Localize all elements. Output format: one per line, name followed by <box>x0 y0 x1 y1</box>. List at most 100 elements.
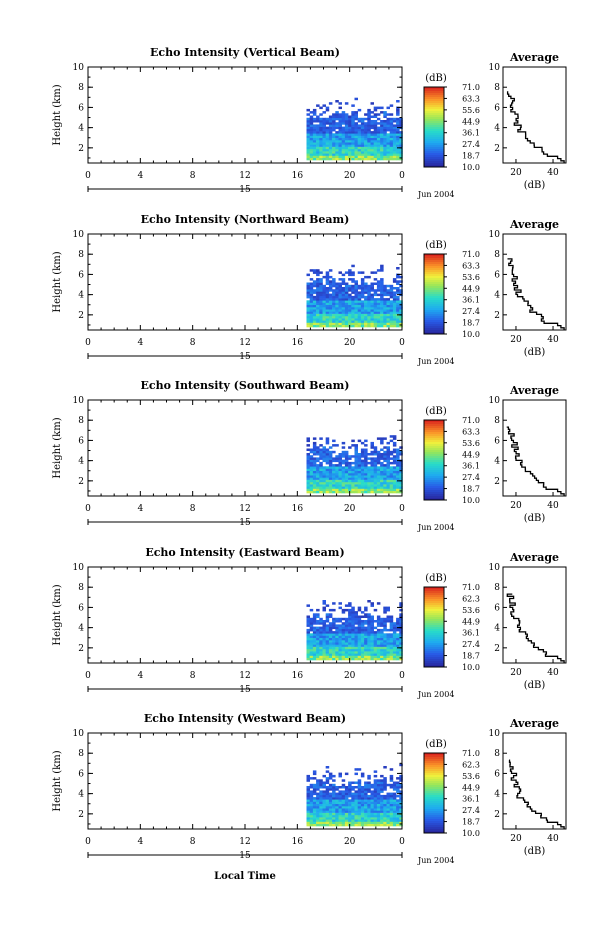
colorbar-swatch <box>424 135 444 138</box>
heatmap-cell <box>360 644 365 647</box>
heatmap-cell <box>389 140 394 143</box>
heatmap-cell <box>344 135 349 138</box>
heatmap-cell <box>376 146 381 150</box>
colorbar-label: 53.6 <box>462 439 480 448</box>
heatmap-cell <box>357 287 362 290</box>
heatmap-cell <box>332 284 336 288</box>
heatmap-cell <box>306 779 310 782</box>
heatmap-cell <box>370 289 374 292</box>
heatmap-cell <box>392 320 397 323</box>
profile-x-tick-label: 20 <box>510 668 522 678</box>
heatmap-cell <box>364 657 368 661</box>
heatmap-cell <box>380 144 384 147</box>
heatmap-cell <box>306 153 310 156</box>
heatmap-cell <box>316 631 320 634</box>
heatmap-cell <box>389 157 394 161</box>
heatmap-cell <box>380 437 384 440</box>
heatmap-cell <box>306 620 310 623</box>
colorbar-swatch <box>424 464 444 467</box>
heatmap-cell <box>376 781 381 784</box>
heatmap-cell <box>392 475 397 478</box>
heatmap-cell <box>386 655 390 658</box>
heatmap-cell <box>328 657 333 661</box>
heatmap-cell <box>354 322 358 325</box>
heatmap-cell <box>354 453 358 456</box>
heatmap-cell <box>309 651 314 654</box>
heatmap-cell <box>316 124 320 127</box>
heatmap-cell <box>341 823 346 827</box>
heatmap-cell <box>341 151 346 154</box>
heatmap-cell <box>364 315 368 319</box>
heatmap-cell <box>357 302 362 305</box>
heatmap-cell <box>338 320 342 323</box>
heatmap-cell <box>348 810 352 813</box>
heatmap-cell <box>316 453 320 456</box>
heatmap-cell <box>386 481 390 485</box>
heatmap-cell <box>344 307 349 310</box>
heatmap-cell <box>348 293 352 297</box>
colorbar-swatch <box>424 422 444 425</box>
heatmap-cell <box>376 642 381 645</box>
heatmap-cell <box>344 812 349 816</box>
heatmap-cell <box>399 821 403 824</box>
heatmap-cell <box>396 481 400 485</box>
heatmap-cell <box>383 617 387 621</box>
heatmap-cell <box>309 637 314 641</box>
heatmap-cell <box>306 788 310 791</box>
heatmap-cell <box>341 644 346 647</box>
heatmap-cell <box>306 120 310 123</box>
heatmap-cell <box>360 646 365 650</box>
heatmap-cell <box>316 810 320 813</box>
heatmap-cell <box>392 486 397 489</box>
heatmap-cell <box>360 315 365 319</box>
heatmap-cell <box>364 137 368 141</box>
heatmap-cell <box>319 309 323 312</box>
heatmap-cell <box>357 459 362 463</box>
heatmap-cell <box>373 803 378 807</box>
heatmap-cell <box>399 291 403 294</box>
heatmap-cell <box>360 155 365 158</box>
heatmap-cell <box>357 637 362 641</box>
heatmap-cell <box>351 803 355 807</box>
heatmap-cell <box>341 635 346 638</box>
heatmap-cell <box>335 148 339 152</box>
heatmap-cell <box>322 819 326 822</box>
heatmap-cell <box>344 651 349 654</box>
heatmap-cell <box>306 486 310 489</box>
heatmap-cell <box>383 794 387 798</box>
heatmap-cell <box>322 122 326 125</box>
heatmap-cell <box>338 151 342 154</box>
heatmap-cell <box>386 113 390 116</box>
heatmap-cell <box>389 768 394 771</box>
heatmap-cell <box>373 814 378 818</box>
heatmap-cell <box>341 479 346 483</box>
heatmap-cell <box>338 803 342 807</box>
heatmap-cell <box>309 799 314 802</box>
colorbar-frame <box>423 752 445 834</box>
heatmap-cell <box>325 794 330 798</box>
heatmap-cell <box>380 640 384 643</box>
heatmap-cell <box>325 271 330 274</box>
heatmap-cell <box>319 157 323 161</box>
heatmap-cell <box>376 817 381 820</box>
heatmap-cell <box>351 817 355 820</box>
heatmap-cell <box>325 817 330 820</box>
heatmap-cell <box>316 801 320 804</box>
heatmap-cell <box>392 137 397 141</box>
heatmap-cell <box>319 477 323 480</box>
heatmap-cell <box>328 122 333 125</box>
colorbar-swatch <box>424 312 444 315</box>
heatmap-cell <box>364 488 368 491</box>
heatmap-cell <box>319 488 323 491</box>
heatmap-cell <box>364 304 368 308</box>
colorbar-swatch <box>424 328 444 331</box>
heatmap-cell <box>325 801 330 804</box>
heatmap-cell <box>306 786 310 789</box>
heatmap-cell <box>392 470 397 474</box>
heatmap-cell <box>344 608 349 612</box>
heatmap-cell <box>322 151 326 154</box>
heatmap-cell <box>383 128 387 132</box>
heatmap-cell <box>380 441 384 445</box>
heatmap-cell <box>360 637 365 641</box>
heatmap-cell <box>306 320 310 323</box>
